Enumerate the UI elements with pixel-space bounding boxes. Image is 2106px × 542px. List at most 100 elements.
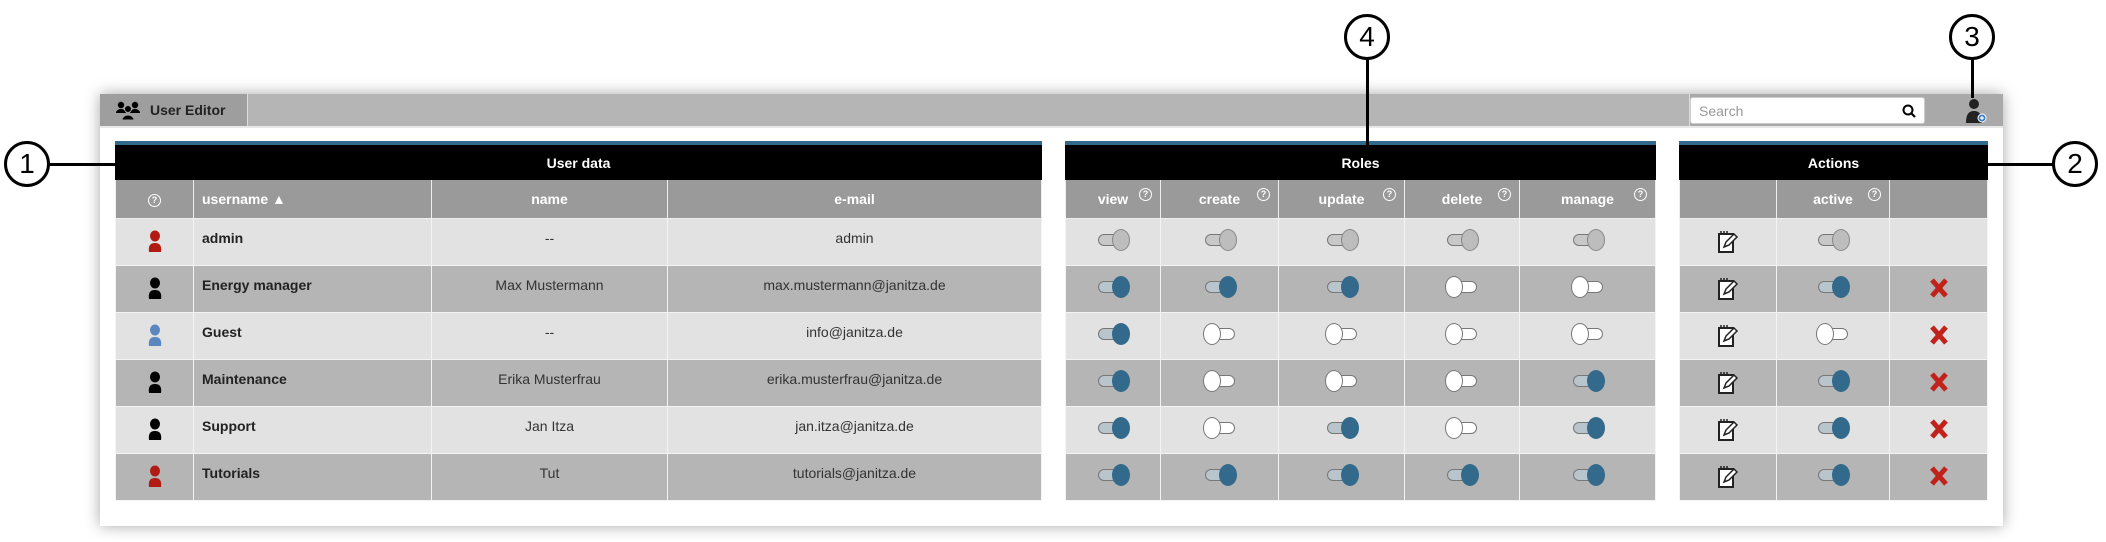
tab-label: User Editor <box>150 102 226 118</box>
help-icon[interactable]: ? <box>1498 188 1511 201</box>
role-column-header-update[interactable]: update? <box>1278 180 1405 219</box>
name-cell: Jan Itza <box>431 405 668 454</box>
help-column-header[interactable]: ? <box>115 180 194 219</box>
role-cell <box>1278 452 1405 501</box>
update-toggle[interactable] <box>1325 416 1359 439</box>
role-column-header-manage[interactable]: manage? <box>1519 180 1656 219</box>
manage-toggle[interactable] <box>1570 322 1605 345</box>
delete-cell <box>1889 358 1988 407</box>
view-toggle[interactable] <box>1096 275 1130 298</box>
role-cell <box>1065 452 1161 501</box>
manage-toggle[interactable] <box>1570 275 1605 298</box>
username-column-header[interactable]: username ▲ <box>193 180 432 219</box>
user-icon <box>148 277 161 299</box>
create-toggle <box>1203 228 1237 251</box>
user-type-cell <box>115 217 194 266</box>
email-cell: erika.musterfrau@janitza.de <box>667 358 1042 407</box>
delete-icon[interactable] <box>1929 324 1949 346</box>
active-toggle[interactable] <box>1816 416 1850 439</box>
delete-toggle[interactable] <box>1445 416 1479 439</box>
edit-icon[interactable] <box>1717 371 1739 395</box>
username-cell: Guest <box>193 311 432 360</box>
name-cell: Max Mustermann <box>431 264 668 313</box>
create-toggle[interactable] <box>1203 463 1237 486</box>
active-toggle[interactable] <box>1816 369 1850 392</box>
update-toggle[interactable] <box>1324 322 1359 345</box>
add-user-icon[interactable] <box>1962 98 1988 124</box>
role-cell <box>1519 264 1656 313</box>
username-cell: Maintenance <box>193 358 432 407</box>
view-toggle[interactable] <box>1096 322 1130 345</box>
tab-user-editor[interactable]: User Editor <box>100 94 248 126</box>
manage-toggle[interactable] <box>1571 463 1605 486</box>
edit-icon[interactable] <box>1717 277 1739 301</box>
help-icon[interactable]: ? <box>1139 188 1152 201</box>
update-toggle[interactable] <box>1324 369 1359 392</box>
email-cell: max.mustermann@janitza.de <box>667 264 1042 313</box>
delete-toggle[interactable] <box>1445 275 1479 298</box>
email-column-header[interactable]: e-mail <box>667 180 1042 219</box>
help-icon[interactable]: ? <box>1257 188 1270 201</box>
delete-toggle[interactable] <box>1445 463 1479 486</box>
view-toggle[interactable] <box>1096 416 1130 439</box>
user-type-cell <box>115 311 194 360</box>
callout-1-line <box>48 163 116 166</box>
edit-icon[interactable] <box>1717 418 1739 442</box>
role-header-label: create <box>1198 190 1241 207</box>
role-cell <box>1404 358 1520 407</box>
callout-1: 1 <box>4 141 50 187</box>
help-icon[interactable]: ? <box>1383 188 1396 201</box>
delete-icon[interactable] <box>1929 465 1949 487</box>
email-cell: info@janitza.de <box>667 311 1042 360</box>
role-cell <box>1519 217 1656 266</box>
delete-icon[interactable] <box>1929 371 1949 393</box>
delete-cell <box>1889 452 1988 501</box>
active-toggle[interactable] <box>1816 275 1850 298</box>
edit-icon[interactable] <box>1717 230 1739 254</box>
create-toggle[interactable] <box>1202 322 1237 345</box>
create-toggle[interactable] <box>1203 275 1237 298</box>
user-row[interactable]: Tutorials Tut tutorials@janitza.de <box>115 452 1042 501</box>
create-toggle[interactable] <box>1202 416 1237 439</box>
help-icon[interactable]: ? <box>1634 188 1647 201</box>
user-row[interactable]: Maintenance Erika Musterfrau erika.musterf… <box>115 358 1042 407</box>
name-column-header[interactable]: name <box>431 180 668 219</box>
manage-toggle[interactable] <box>1571 369 1605 392</box>
user-row[interactable]: Support Jan Itza jan.itza@janitza.de <box>115 405 1042 454</box>
role-column-header-delete[interactable]: delete? <box>1404 180 1520 219</box>
delete-icon[interactable] <box>1929 418 1949 440</box>
view-toggle[interactable] <box>1096 369 1130 392</box>
user-row[interactable]: admin -- admin <box>115 217 1042 266</box>
delete-cell <box>1889 311 1988 360</box>
delete-toggle[interactable] <box>1445 369 1479 392</box>
active-column-header[interactable]: active? <box>1776 180 1890 219</box>
manage-toggle[interactable] <box>1571 416 1605 439</box>
username-cell: Support <box>193 405 432 454</box>
update-toggle[interactable] <box>1325 463 1359 486</box>
view-toggle[interactable] <box>1096 463 1130 486</box>
delete-toggle[interactable] <box>1445 322 1479 345</box>
search-input[interactable] <box>1699 102 1902 119</box>
active-cell <box>1776 358 1890 407</box>
role-column-header-view[interactable]: view? <box>1065 180 1161 219</box>
help-icon[interactable]: ? <box>148 194 161 208</box>
role-column-header-create[interactable]: create? <box>1160 180 1279 219</box>
user-row[interactable]: Guest -- info@janitza.de <box>115 311 1042 360</box>
search-icon[interactable] <box>1902 104 1916 118</box>
user-row[interactable]: Energy manager Max Mustermann max.musterma… <box>115 264 1042 313</box>
active-toggle[interactable] <box>1816 322 1850 345</box>
edit-cell <box>1679 405 1777 454</box>
edit-icon[interactable] <box>1717 465 1739 489</box>
user-type-cell <box>115 264 194 313</box>
name-cell: Erika Musterfrau <box>431 358 668 407</box>
users-group-icon <box>116 101 140 120</box>
active-toggle[interactable] <box>1816 463 1850 486</box>
edit-icon[interactable] <box>1717 324 1739 348</box>
roles-row <box>1065 311 1656 360</box>
create-toggle[interactable] <box>1202 369 1237 392</box>
delete-icon[interactable] <box>1929 277 1949 299</box>
active-cell <box>1776 217 1890 266</box>
help-icon[interactable]: ? <box>1868 188 1881 201</box>
update-toggle[interactable] <box>1325 275 1359 298</box>
callout-4-line <box>1366 58 1369 146</box>
